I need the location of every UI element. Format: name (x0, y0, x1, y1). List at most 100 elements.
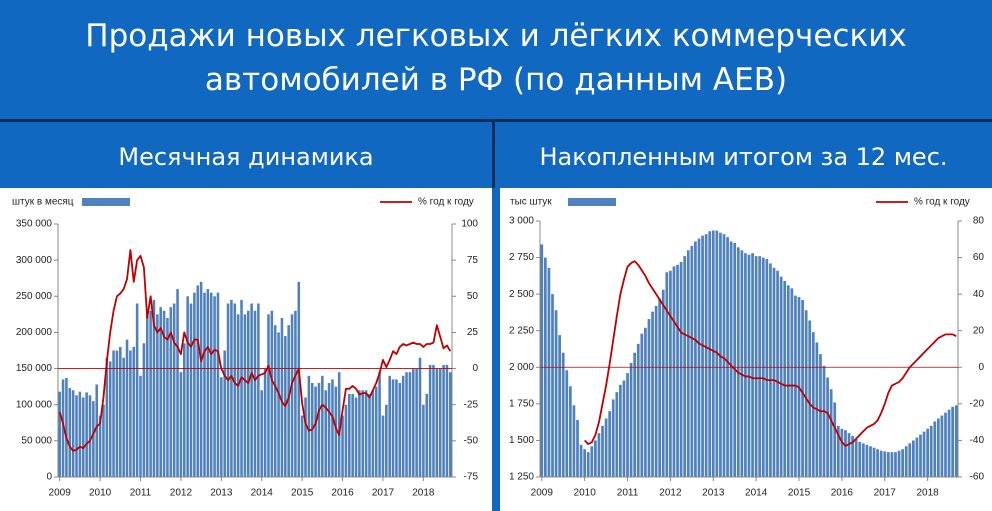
y2-tick-label: 75 (467, 255, 479, 266)
bar (75, 395, 78, 477)
y2-tick-label: 20 (973, 325, 985, 336)
y-tick-label: 300 000 (16, 255, 53, 266)
bar (428, 364, 432, 477)
bar (129, 350, 132, 477)
bar (594, 440, 597, 477)
bar (847, 433, 851, 477)
x-tick-label: 2011 (130, 488, 152, 499)
bar (193, 292, 196, 477)
bar (314, 386, 317, 477)
bar (199, 281, 203, 477)
bar (840, 428, 844, 477)
bar (540, 244, 544, 477)
bar (196, 285, 200, 477)
y-tick-label: 2 250 (509, 325, 534, 336)
x-tick-label: 2013 (210, 488, 233, 499)
bar (176, 289, 179, 477)
bar (733, 242, 737, 477)
bar (354, 397, 358, 477)
bar (183, 343, 186, 477)
x-tick-label: 2010 (89, 488, 112, 499)
y2-tick-label: 0 (472, 363, 478, 374)
bar (341, 415, 344, 477)
bar (246, 310, 250, 477)
bar (804, 310, 808, 477)
bar (690, 245, 694, 477)
y2-tick-label: 80 (973, 216, 985, 227)
bar (597, 433, 601, 477)
legend-label: штук в месяц (12, 197, 74, 208)
bar (280, 317, 284, 477)
bar (554, 310, 558, 477)
bar (418, 357, 422, 477)
bar (836, 425, 840, 477)
y2-tick-label: -20 (970, 398, 985, 409)
x-tick-label: 2009 (531, 488, 554, 499)
bar (445, 364, 449, 477)
bar (876, 449, 879, 477)
bar (378, 372, 381, 477)
bar (872, 447, 876, 477)
bar (81, 397, 85, 477)
y2-tick-label: 50 (467, 291, 479, 302)
bar (651, 311, 654, 477)
bar (929, 425, 933, 477)
bar (435, 368, 439, 477)
bar (765, 259, 769, 477)
bar (954, 405, 958, 477)
bar (115, 350, 119, 477)
y-tick-label: 2 000 (509, 362, 534, 373)
bar (576, 419, 579, 477)
y-tick-label: 100 000 (16, 399, 53, 410)
bar (142, 343, 146, 477)
bar (135, 303, 139, 477)
bar (783, 280, 787, 477)
bar (364, 390, 368, 477)
y-tick-label: 1 250 (509, 472, 534, 483)
bar (102, 404, 105, 477)
y-tick-label: 200 000 (16, 327, 53, 338)
bar (348, 393, 351, 477)
bar (253, 310, 257, 477)
bar (395, 379, 398, 477)
bar (139, 375, 142, 477)
bar (189, 303, 193, 477)
bar (819, 354, 822, 477)
bar (300, 415, 304, 477)
bar (290, 314, 294, 477)
bar (68, 388, 72, 477)
bar (633, 352, 637, 477)
bar (351, 393, 354, 477)
bar (833, 402, 837, 477)
bar (754, 256, 758, 477)
bar (172, 303, 176, 477)
bar (769, 263, 772, 477)
bar (611, 399, 615, 477)
y-tick-label: 2 750 (509, 252, 534, 263)
bar (951, 406, 954, 477)
x-tick-label: 2009 (49, 488, 72, 499)
bar (661, 289, 665, 477)
bar (415, 368, 418, 477)
bar (861, 443, 865, 477)
x-tick-label: 2013 (702, 488, 725, 499)
bar (944, 412, 947, 477)
bar (658, 298, 662, 477)
bar (112, 350, 115, 477)
bar (547, 267, 551, 477)
bar (697, 238, 701, 477)
panel-title: Месячная динамика (118, 143, 374, 171)
bar (640, 333, 644, 477)
y-tick-label: 350 000 (16, 219, 53, 230)
bar (209, 292, 213, 477)
bar (236, 314, 240, 477)
bar (411, 368, 415, 477)
bar (442, 364, 445, 477)
line (584, 260, 957, 447)
title-line: автомобилей в РФ (по данным АЕВ) (204, 62, 788, 98)
bar (321, 375, 324, 477)
bar (273, 325, 277, 477)
bar (758, 256, 762, 477)
x-tick-label: 2014 (251, 488, 274, 499)
